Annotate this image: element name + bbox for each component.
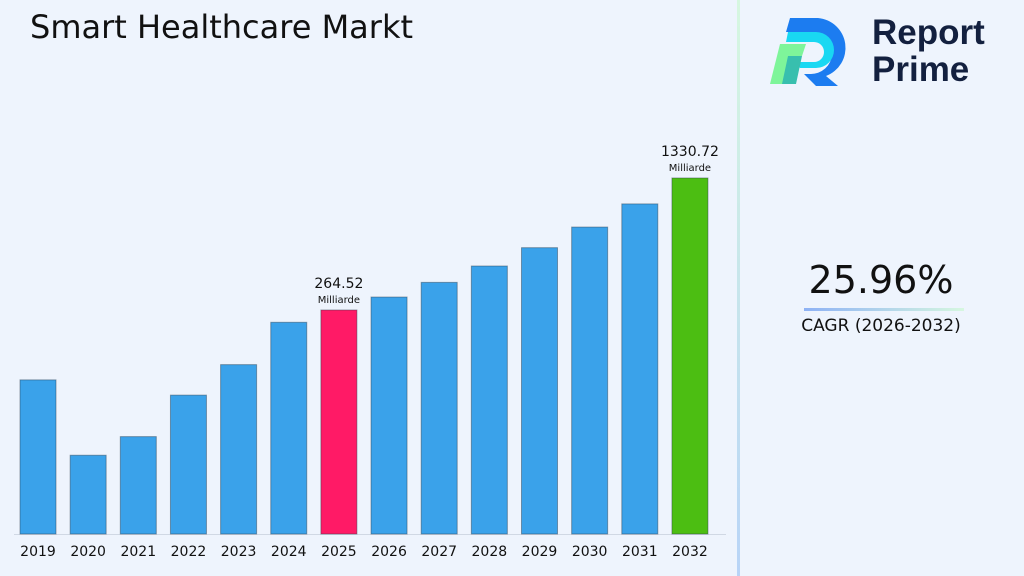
bar-2029	[521, 247, 558, 535]
x-tick-label: 2020	[70, 544, 106, 560]
x-tick-label: 2022	[171, 544, 207, 560]
brand-line1: Report	[872, 13, 985, 52]
x-tick-label: 2027	[421, 544, 457, 560]
brand-line2: Prime	[872, 50, 970, 89]
report-prime-logo: Report Prime	[766, 14, 1006, 90]
x-tick-label: 2019	[20, 544, 56, 560]
cagr-value: 25.96%	[808, 258, 954, 302]
chart-title: Smart Healthcare Markt	[30, 8, 414, 46]
logo-mark-icon	[770, 18, 846, 86]
bar-2030	[571, 226, 609, 535]
bar-2025	[320, 309, 358, 535]
x-tick-label: 2029	[522, 544, 558, 560]
cagr-underline	[804, 308, 964, 311]
bar-2031	[621, 203, 659, 535]
cagr-label: CAGR (2026-2032)	[801, 316, 961, 336]
data-label-unit: Milliarde	[318, 295, 360, 306]
x-tick-label: 2031	[622, 544, 658, 560]
data-label-unit: Milliarde	[669, 163, 711, 174]
x-tick-label: 2026	[371, 544, 407, 560]
x-tick-label: 2021	[120, 544, 156, 560]
bar-2024	[270, 321, 308, 535]
bar-2026	[370, 296, 408, 535]
bar-2020	[69, 454, 107, 535]
bar-2028	[470, 265, 508, 535]
x-tick-label: 2023	[221, 544, 257, 560]
bar-2027	[420, 281, 458, 535]
bar-2032	[671, 177, 709, 535]
data-label-value: 1330.72	[661, 144, 719, 160]
bar-chart: 2019 2020 2021 2022 2023 2024 2025 264.52 Millia…	[14, 144, 726, 560]
x-tick-label: 2024	[271, 544, 307, 560]
x-tick-label: 2028	[472, 544, 508, 560]
x-tick-label: 2025	[321, 544, 357, 560]
x-tick-label: 2030	[572, 544, 608, 560]
bar-2022	[169, 394, 207, 535]
x-tick-label: 2032	[672, 544, 708, 560]
divider	[737, 0, 740, 576]
bar-2019	[19, 379, 57, 535]
bar-2021	[119, 436, 157, 535]
data-label-value: 264.52	[314, 276, 363, 292]
bar-2023	[220, 364, 258, 535]
